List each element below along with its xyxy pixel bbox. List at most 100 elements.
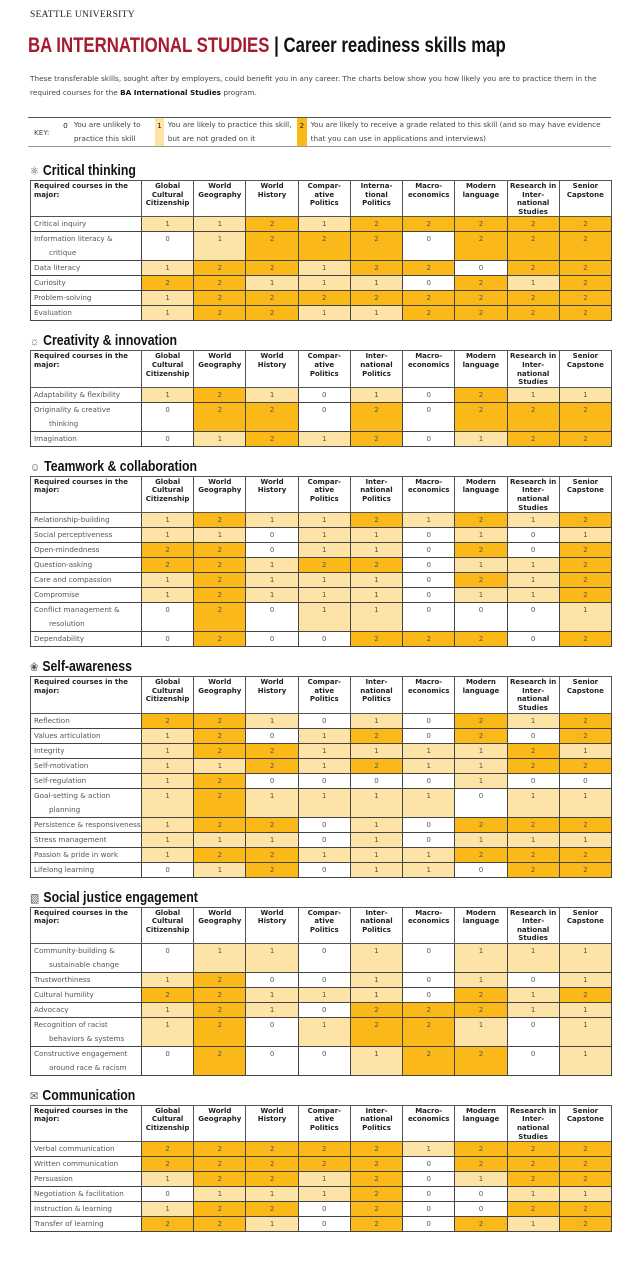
skill-label: Problem-solving bbox=[30, 290, 142, 307]
course-header: Research in Inter-national Studies bbox=[506, 676, 560, 714]
skill-label: Social perceptiveness bbox=[30, 527, 142, 544]
skill-level-cell: 2 bbox=[558, 572, 613, 589]
skill-level-cell: 1 bbox=[349, 712, 404, 729]
skill-level-cell: 2 bbox=[402, 1001, 456, 1018]
skill-level-cell: 0 bbox=[297, 1045, 351, 1076]
skill-level-cell: 0 bbox=[140, 602, 195, 633]
table-row: Transfer of learning 2 2 1 0 2 0 2 1 2 bbox=[30, 1216, 613, 1233]
skill-level-cell: 2 bbox=[506, 430, 560, 447]
table-row: Critical inquiry 1 1 2 1 2 2 2 2 2 bbox=[30, 216, 613, 233]
skills-table: Required courses in the major: Global Cul… bbox=[30, 475, 613, 648]
skill-level-cell: 2 bbox=[193, 1001, 247, 1018]
table-row: Compromise 1 2 1 1 1 0 1 1 2 bbox=[30, 587, 613, 604]
skill-label: Cultural humility bbox=[30, 986, 142, 1003]
skill-level-cell: 2 bbox=[349, 401, 404, 432]
skill-level-cell: 2 bbox=[245, 290, 299, 307]
course-header: World Geography bbox=[193, 906, 247, 944]
skill-level-cell: 1 bbox=[297, 512, 351, 529]
skill-level-cell: 2 bbox=[454, 1156, 508, 1173]
skill-level-cell: 0 bbox=[454, 1201, 508, 1218]
skill-level-cell: 0 bbox=[140, 1186, 195, 1203]
course-header: World Geography bbox=[193, 1104, 247, 1143]
skill-level-cell: 1 bbox=[349, 816, 404, 833]
skill-label: Instruction & learning bbox=[30, 1201, 142, 1218]
title-separator: | bbox=[269, 34, 284, 57]
skill-label: Verbal communication bbox=[30, 1141, 142, 1158]
skill-section-creativity-innovation: ☼ Creativity & innovation Required courses… bbox=[30, 332, 613, 447]
skill-level-cell: 2 bbox=[193, 816, 247, 833]
skill-level-cell: 2 bbox=[349, 430, 404, 447]
skill-level-cell: 1 bbox=[558, 971, 613, 988]
course-header: Research in Inter-national Studies bbox=[506, 906, 560, 944]
skill-level-cell: 0 bbox=[402, 727, 456, 744]
course-header: World History bbox=[245, 676, 299, 714]
skill-level-cell: 1 bbox=[245, 712, 299, 729]
skill-level-cell: 2 bbox=[297, 290, 351, 307]
skill-level-cell: 1 bbox=[140, 1171, 195, 1188]
skill-section-critical-thinking: ⚛ Critical thinking Required courses in th… bbox=[30, 162, 613, 322]
skill-level-cell: 0 bbox=[402, 1186, 456, 1203]
table-row: Curiosity 2 2 1 1 1 0 2 1 2 bbox=[30, 275, 613, 292]
skill-level-cell: 1 bbox=[245, 587, 299, 604]
skill-level-cell: 2 bbox=[454, 290, 508, 307]
skill-level-cell: 1 bbox=[349, 527, 404, 544]
skill-level-cell: 1 bbox=[402, 861, 456, 878]
skill-label: Open-mindedness bbox=[30, 542, 142, 559]
skills-table: Required courses in the major: Global Cul… bbox=[30, 1104, 613, 1233]
skill-level-cell: 1 bbox=[349, 305, 404, 322]
course-header: Macro-economics bbox=[402, 475, 456, 514]
skill-level-cell: 2 bbox=[402, 305, 456, 322]
skill-level-cell: 2 bbox=[193, 401, 247, 432]
skill-level-cell: 1 bbox=[193, 861, 247, 878]
skill-level-cell: 2 bbox=[140, 1141, 195, 1158]
course-header: Modern language bbox=[454, 179, 508, 218]
table-header-row: Required courses in the major: Global Cul… bbox=[30, 1104, 613, 1143]
skill-level-cell: 2 bbox=[193, 386, 247, 403]
skill-level-cell: 1 bbox=[297, 1016, 351, 1047]
skill-level-cell: 1 bbox=[297, 986, 351, 1003]
skill-level-cell: 2 bbox=[297, 1141, 351, 1158]
skill-level-cell: 2 bbox=[349, 512, 404, 529]
skills-table: Required courses in the major: Global Cul… bbox=[30, 350, 613, 447]
skill-level-cell: 1 bbox=[349, 386, 404, 403]
skill-level-cell: 0 bbox=[402, 527, 456, 544]
skill-level-cell: 2 bbox=[506, 305, 560, 322]
course-header: Macro-economics bbox=[402, 179, 456, 218]
globe-icon: ▧ bbox=[30, 890, 40, 905]
skill-label: Written communication bbox=[30, 1156, 142, 1173]
skill-label: Negotiation & facilitation bbox=[30, 1186, 142, 1203]
skill-label: Dependability bbox=[30, 631, 142, 648]
skill-label: Constructive engagement around race & ra… bbox=[30, 1045, 142, 1076]
skill-level-cell: 1 bbox=[506, 787, 560, 818]
course-header: Research in Inter-national Studies bbox=[506, 350, 560, 388]
skill-level-cell: 2 bbox=[193, 971, 247, 988]
skill-level-cell: 0 bbox=[349, 772, 404, 789]
skill-level-cell: 1 bbox=[297, 305, 351, 322]
skill-level-cell: 1 bbox=[245, 787, 299, 818]
page-subtitle: Career readiness skills map bbox=[283, 34, 506, 57]
skill-level-cell: 2 bbox=[402, 216, 456, 233]
course-header: Compar-ative Politics bbox=[297, 350, 351, 388]
skill-level-cell: 2 bbox=[193, 787, 247, 818]
corner-label: Required courses in the major: bbox=[30, 475, 142, 514]
intro-before: These transferable skills, sought after … bbox=[30, 74, 597, 97]
skill-level-cell: 2 bbox=[402, 631, 456, 648]
skill-label: Curiosity bbox=[30, 275, 142, 292]
skill-label: Conflict management & resolution bbox=[30, 602, 142, 633]
skill-level-cell: 2 bbox=[245, 1171, 299, 1188]
skill-level-cell: 1 bbox=[558, 787, 613, 818]
skill-level-cell: 0 bbox=[402, 587, 456, 604]
table-row: Problem-solving 1 2 2 2 2 2 2 2 2 bbox=[30, 290, 613, 307]
intro-after: program. bbox=[221, 88, 257, 97]
skill-level-cell: 2 bbox=[349, 216, 404, 233]
skill-level-cell: 2 bbox=[193, 727, 247, 744]
skill-level-cell: 1 bbox=[558, 742, 613, 759]
skill-label: Question-asking bbox=[30, 557, 142, 574]
skill-level-cell: 0 bbox=[506, 527, 560, 544]
skill-level-cell: 2 bbox=[193, 572, 247, 589]
skill-level-cell: 2 bbox=[558, 1141, 613, 1158]
skill-level-cell: 1 bbox=[140, 1001, 195, 1018]
skill-level-cell: 2 bbox=[558, 231, 613, 262]
skill-level-cell: 1 bbox=[297, 527, 351, 544]
course-header: Research in Inter-national Studies bbox=[506, 1104, 560, 1143]
